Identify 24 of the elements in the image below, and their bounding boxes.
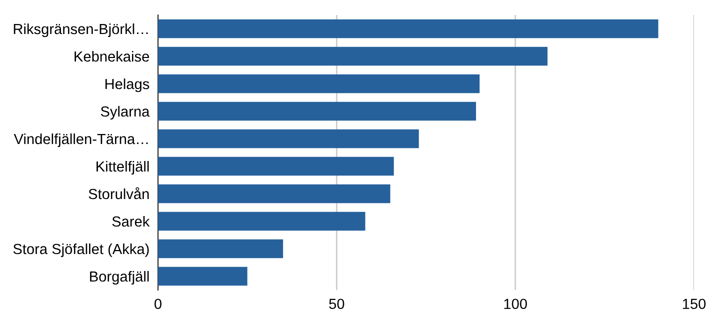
- bar: [158, 46, 548, 66]
- bar: [158, 239, 284, 258]
- y-tick-label: Vindelfjällen-Tärna…: [14, 133, 148, 148]
- bar: [158, 19, 658, 38]
- bar: [158, 184, 390, 204]
- y-tick-label: Stora Sjöfallet (Akka): [13, 243, 149, 258]
- y-tick-label: Kittelfjäll: [96, 160, 149, 175]
- y-tick-label: Helags: [105, 78, 150, 92]
- bar: [158, 266, 248, 286]
- bar: [158, 156, 394, 176]
- x-tick-label: 150: [682, 298, 706, 310]
- x-tick-label: 0: [154, 298, 162, 310]
- x-tick-label: 50: [329, 298, 344, 310]
- bar: [158, 129, 419, 148]
- bar: [158, 74, 480, 94]
- bar: [158, 102, 476, 121]
- y-tick-label: Riksgränsen-Björkl…: [14, 23, 148, 38]
- y-tick-label: Sylarna: [100, 106, 150, 120]
- x-tick-label: 100: [504, 298, 527, 310]
- y-tick-label: Storulvån: [88, 187, 149, 200]
- bar: [158, 212, 366, 231]
- y-tick-label: Kebnekaise: [74, 50, 150, 62]
- y-tick-label: Sarek: [112, 216, 150, 227]
- y-tick-label: Borgafjäll: [90, 270, 149, 285]
